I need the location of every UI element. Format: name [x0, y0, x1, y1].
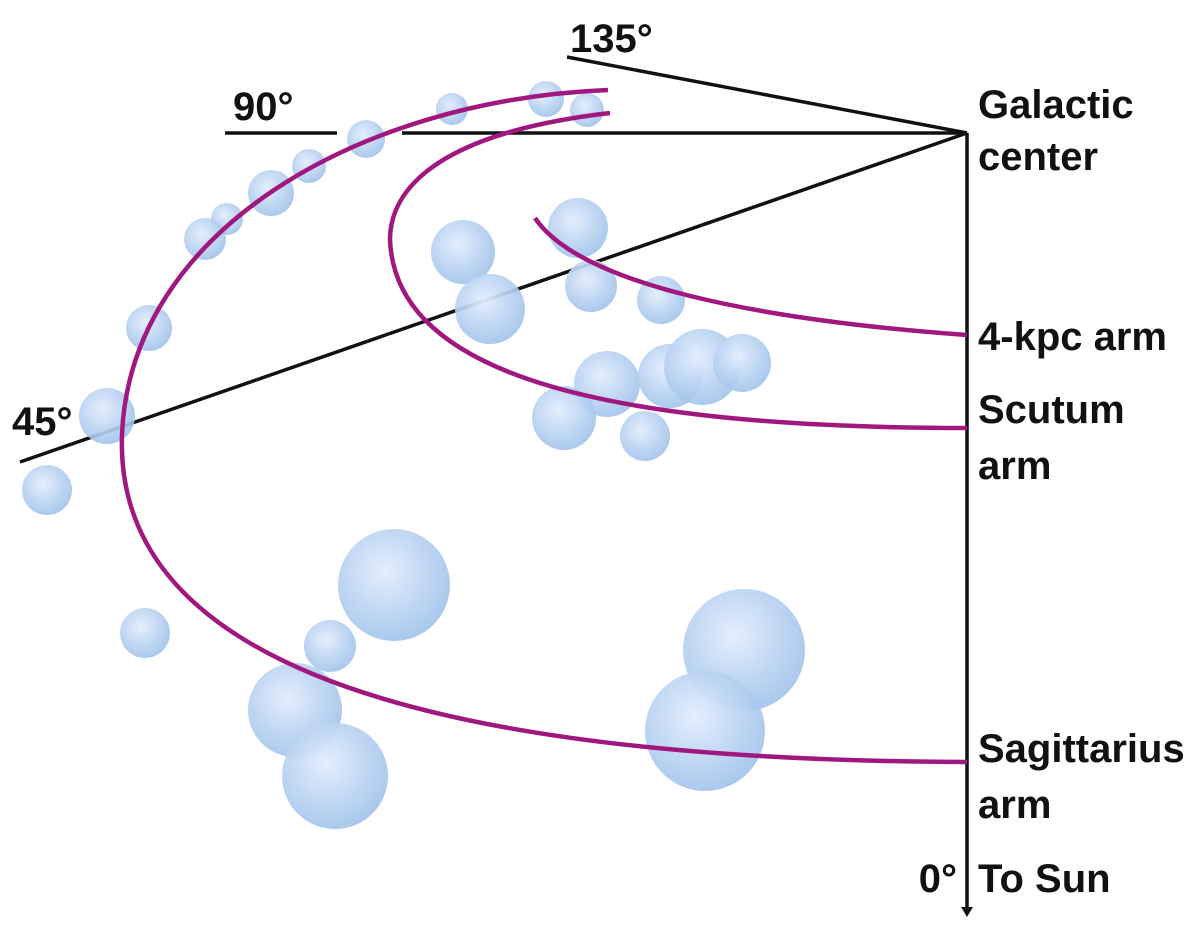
molecular-cloud [532, 386, 596, 450]
angle-45-label: 45° [12, 400, 73, 444]
molecular-cloud [338, 529, 450, 641]
molecular-cloud [713, 334, 771, 392]
molecular-cloud [565, 260, 617, 312]
angle-0-label: 0° [919, 857, 957, 901]
sagittarius-arm-label: Sagittarius arm [978, 727, 1196, 827]
molecular-cloud [22, 465, 72, 515]
sagittarius-arm-curve [119, 87, 968, 765]
molecular-cloud [184, 218, 226, 260]
molecular-cloud [120, 608, 170, 658]
molecular-cloud [282, 723, 388, 829]
molecular-cloud [637, 276, 685, 324]
labels: Galactic center 4-kpc arm Scutum arm Sag… [12, 17, 1196, 901]
angle-135-label: 135° [570, 17, 653, 61]
molecular-cloud [645, 671, 765, 791]
scutum-arm-label: Scutum arm [978, 388, 1136, 488]
molecular-cloud [455, 274, 525, 344]
molecular-cloud [548, 198, 608, 258]
4kpc-arm-curve [533, 216, 968, 338]
angle-90-label: 90° [233, 85, 294, 129]
molecular-clouds [22, 81, 805, 829]
4kpc-arm-label: 4-kpc arm [978, 315, 1167, 359]
molecular-cloud [620, 411, 670, 461]
molecular-cloud [304, 620, 356, 672]
longitude-lines [19, 55, 973, 917]
molecular-cloud [570, 93, 604, 127]
molecular-cloud [528, 81, 564, 117]
scutum-arm-curve [387, 110, 968, 431]
to-sun-label: To Sun [978, 857, 1111, 901]
molecular-cloud [431, 220, 495, 284]
galactic-center-label: Galactic center [978, 83, 1145, 179]
line-135deg [566, 55, 968, 135]
spiral-arms [119, 87, 968, 765]
